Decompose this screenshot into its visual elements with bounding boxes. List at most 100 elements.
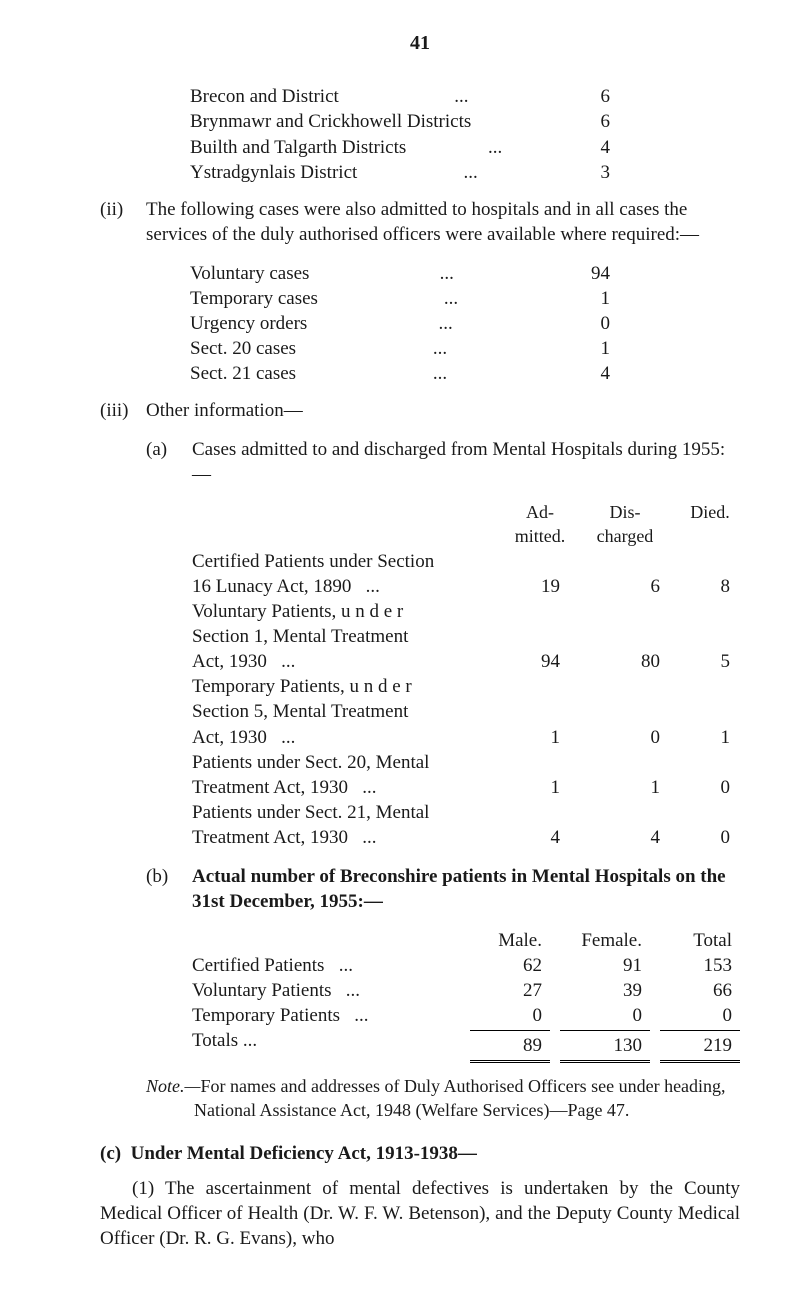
admissions-table: Ad-mitted. Dis-charged Died. Certified P… (192, 501, 740, 849)
dots: ... (452, 160, 484, 185)
list-item: Ystradgynlais District... 3 (190, 160, 610, 185)
val-female: 0 (560, 1003, 650, 1028)
label: Brecon and District (190, 84, 339, 109)
col-died: Died. (680, 501, 740, 549)
row-label: Temporary Patients, u n d e r (192, 674, 500, 699)
double-rule-row (192, 1058, 740, 1075)
table-row: Temporary Patients ...000 (192, 1003, 740, 1028)
val-died: 0 (680, 775, 740, 800)
section-c-marker: (c) (100, 1143, 121, 1164)
dots: ... (428, 261, 460, 286)
totals-male: 89 (470, 1030, 550, 1058)
patients-table: Male. Female. Total Certified Patients .… (192, 928, 740, 1075)
list-item: Voluntary cases...94 (190, 261, 610, 286)
subsection-a: (a) Cases admitted to and discharged fro… (146, 437, 740, 487)
district-list: Brecon and District... 6 Brynmawr and Cric… (190, 84, 740, 184)
table-row: Temporary Patients, u n d e r (192, 674, 740, 699)
val-female: 39 (560, 978, 650, 1003)
val-died: 5 (680, 649, 740, 674)
val-discharged: 0 (580, 725, 670, 750)
table-row: Patients under Sect. 20, Mental (192, 750, 740, 775)
table-row: Voluntary Patients, u n d e r (192, 599, 740, 624)
table-row: Section 5, Mental Treatment (192, 699, 740, 724)
val-died: 8 (680, 574, 740, 599)
val-discharged: 6 (580, 574, 670, 599)
value: 1 (578, 336, 610, 361)
subsection-a-text: Cases admitted to and discharged from Me… (192, 439, 725, 485)
label: Builth and Talgarth Districts (190, 135, 406, 160)
section-iii-title: Other information— (146, 400, 303, 421)
col-female: Female. (560, 928, 650, 953)
val-admitted: 1 (510, 775, 570, 800)
table-row: Section 1, Mental Treatment (192, 624, 740, 649)
row-label: Temporary Patients ... (192, 1003, 460, 1028)
val-admitted: 94 (510, 649, 570, 674)
label: Sect. 21 cases (190, 361, 296, 386)
table-row: Act, 1930 ...101 (192, 725, 740, 750)
val-total: 66 (660, 978, 740, 1003)
col-discharged: Dis-charged (580, 501, 670, 549)
row-label: Section 1, Mental Treatment (192, 624, 500, 649)
value: 6 (578, 109, 610, 134)
note: Note.—For names and addresses of Duly Au… (146, 1075, 740, 1123)
section-c: (c) Under Mental Deficiency Act, 1913-19… (100, 1141, 740, 1166)
note-text: For names and addresses of Duly Authoris… (194, 1076, 726, 1120)
value: 4 (578, 361, 610, 386)
val-died: 1 (680, 725, 740, 750)
row-label: Act, 1930 ... (192, 649, 500, 674)
label: Ystradgynlais District (190, 160, 357, 185)
dots: ... (432, 286, 464, 311)
row-label: Section 5, Mental Treatment (192, 699, 500, 724)
value: 6 (578, 84, 610, 109)
row-label: Certified Patients under Section (192, 549, 500, 574)
dots: ... (421, 336, 453, 361)
col-admitted: Ad-mitted. (510, 501, 570, 549)
value: 3 (578, 160, 610, 185)
dots: ... (421, 361, 453, 386)
val-male: 27 (470, 978, 550, 1003)
val-discharged: 80 (580, 649, 670, 674)
row-label: Patients under Sect. 20, Mental (192, 750, 500, 775)
table-row: Certified Patients ...6291153 (192, 953, 740, 978)
label: Voluntary cases (190, 261, 309, 286)
section-ii-marker: (ii) (100, 197, 123, 222)
dots (516, 109, 534, 134)
subsection-b-marker: (b) (146, 864, 168, 889)
table-row: Certified Patients under Section (192, 549, 740, 574)
section-c-title: Under Mental Deficiency Act, 1913-1938— (131, 1143, 477, 1164)
val-died: 0 (680, 825, 740, 850)
dots: ... (476, 135, 508, 160)
val-admitted: 1 (510, 725, 570, 750)
val-admitted: 4 (510, 825, 570, 850)
value: 4 (578, 135, 610, 160)
table-row: 16 Lunacy Act, 1890 ... 19 68 (192, 574, 740, 599)
section-iii: (iii) Other information— (100, 398, 740, 423)
list-item: Brecon and District... 6 (190, 84, 610, 109)
table-row: Voluntary Patients ...273966 (192, 978, 740, 1003)
table-row: Act, 1930 ... 94 80 5 (192, 649, 740, 674)
note-prefix: Note.— (146, 1076, 201, 1096)
dots: ... (442, 84, 474, 109)
label: Urgency orders (190, 311, 307, 336)
value: 1 (578, 286, 610, 311)
totals-female: 130 (560, 1030, 650, 1058)
row-label: Certified Patients ... (192, 953, 460, 978)
admissions-header: Ad-mitted. Dis-charged Died. (192, 501, 740, 549)
val-admitted: 19 (510, 574, 570, 599)
row-label: 16 Lunacy Act, 1890 ... (192, 574, 500, 599)
list-item: Sect. 20 cases...1 (190, 336, 610, 361)
row-label: Voluntary Patients, u n d e r (192, 599, 500, 624)
dots: ... (427, 311, 459, 336)
row-label: Treatment Act, 1930 ... (192, 825, 500, 850)
totals-total: 219 (660, 1030, 740, 1058)
subsection-a-marker: (a) (146, 437, 167, 462)
col-male: Male. (470, 928, 550, 953)
val-discharged: 1 (580, 775, 670, 800)
table-row: Treatment Act, 1930 ...110 (192, 775, 740, 800)
list-item: Builth and Talgarth Districts... 4 (190, 135, 610, 160)
label: Brynmawr and Crickhowell Districts (190, 109, 471, 134)
label: Temporary cases (190, 286, 318, 311)
val-total: 0 (660, 1003, 740, 1028)
value: 0 (578, 311, 610, 336)
row-label: Patients under Sect. 21, Mental (192, 800, 500, 825)
